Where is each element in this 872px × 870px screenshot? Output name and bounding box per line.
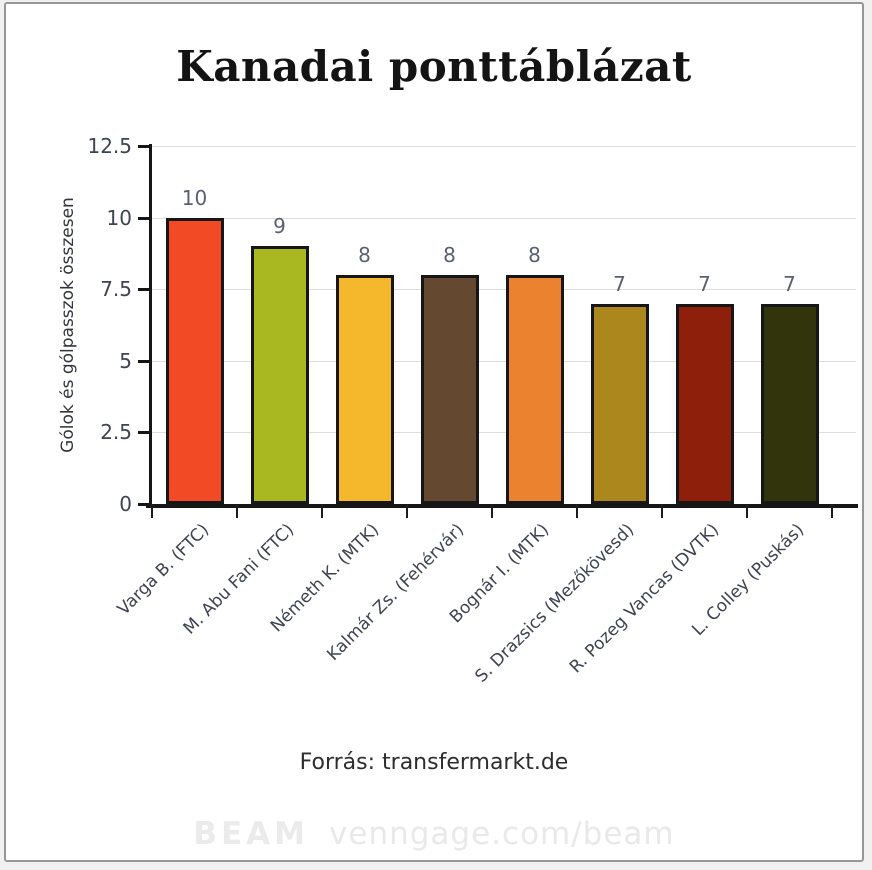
x-tick-mark (236, 504, 238, 518)
x-tick-mark (576, 504, 578, 518)
bar-1 (165, 217, 224, 504)
y-tick-label: 0 (119, 492, 132, 516)
x-tick-mark (746, 504, 748, 518)
bar-6 (590, 303, 649, 504)
y-tick-mark (138, 431, 149, 435)
y-tick-label: 12.5 (87, 134, 132, 158)
gridline (152, 432, 856, 434)
bar-chart-plot-area: 0 2.5 5 7.5 10 12.5 10 Varga B. (FTC) 9 M. Abu Fa… (87, 134, 858, 687)
bar-value-label: 8 (443, 242, 456, 267)
gridline (152, 289, 856, 291)
gridline (152, 146, 856, 147)
x-category-label: S. Drazsics (Mezőkövesd) (470, 520, 638, 687)
x-category-label: Varga B. (FTC) (113, 520, 213, 620)
bar-value-label: 10 (181, 185, 208, 210)
x-category-label: R. Pozeg Vancas (DVTK) (565, 520, 723, 678)
x-tick-mark (831, 504, 833, 518)
y-tick-mark (138, 145, 149, 148)
bar-7 (675, 303, 734, 504)
x-tick-mark (491, 504, 493, 518)
watermark-url: venngage.com/beam (329, 816, 675, 852)
y-tick-mark (138, 216, 149, 220)
y-tick-mark (138, 503, 149, 506)
x-tick-mark (151, 504, 153, 518)
x-tick-mark (661, 504, 663, 518)
bar-5 (505, 274, 564, 504)
y-axis-line (149, 144, 152, 508)
bar-value-label: 8 (528, 242, 541, 267)
x-category-label: Bognár I. (MTK) (445, 520, 553, 628)
y-tick-label: 7.5 (100, 277, 132, 302)
x-tick-mark (321, 504, 323, 518)
bar-value-label: 7 (783, 271, 796, 296)
bar-4 (420, 274, 479, 504)
y-tick-label: 5 (119, 348, 132, 373)
y-tick-mark (138, 288, 149, 292)
gridline (152, 360, 856, 362)
y-tick-label: 10 (106, 205, 132, 230)
x-tick-mark (406, 504, 408, 518)
y-axis-title: Gólok és gólpasszok összesen (58, 197, 78, 453)
source-caption: Forrás: transfermarkt.de (299, 750, 569, 775)
bar-2 (250, 246, 309, 504)
x-category-label: Kalmár Zs. (Fehérvár) (322, 520, 468, 665)
x-category-label: Németh K. (MTK) (266, 520, 383, 637)
bar-value-label: 9 (273, 214, 286, 239)
beam-logo: BEAM (193, 816, 310, 852)
bar-value-label: 7 (698, 271, 711, 296)
infographic-card: Kanadai ponttáblázat 0 2.5 5 7.5 10 12.5 10 Var… (4, 2, 864, 862)
x-axis-line (146, 504, 858, 508)
watermark: BEAM venngage.com/beam (6, 819, 862, 850)
bar-3 (335, 274, 394, 504)
bar-value-label: 7 (613, 271, 626, 296)
y-tick-label: 2.5 (100, 420, 132, 445)
gridline (152, 217, 856, 219)
bar-value-label: 8 (358, 242, 371, 267)
chart-title: Kanadai ponttáblázat (176, 42, 692, 91)
x-category-label: M. Abu Fani (FTC) (179, 520, 298, 639)
y-tick-mark (138, 359, 149, 363)
bar-8 (760, 303, 819, 504)
x-category-label: L. Colley (Puskás) (687, 520, 808, 640)
